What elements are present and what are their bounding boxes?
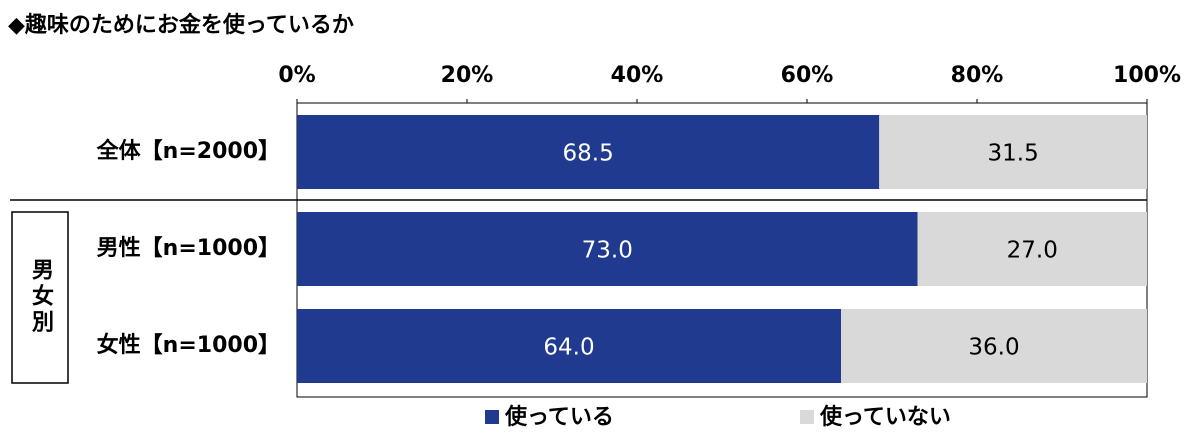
legend-label: 使っていない xyxy=(819,405,951,430)
value-label: 27.0 xyxy=(1007,238,1058,264)
legend-label: 使っている xyxy=(504,405,614,430)
bar-segment xyxy=(297,212,918,286)
value-label: 68.5 xyxy=(563,141,614,167)
bar-segment xyxy=(297,115,880,189)
legend-swatch xyxy=(800,410,814,424)
group-label: 男女別 xyxy=(28,258,54,336)
bar-segment xyxy=(879,115,1147,189)
legend-swatch xyxy=(485,410,499,424)
bar-segment xyxy=(297,309,841,383)
value-label: 73.0 xyxy=(582,238,633,264)
category-label: 男性【n=1000】 xyxy=(97,236,280,261)
bar-segment xyxy=(841,309,1147,383)
x-tick-label: 20% xyxy=(441,63,494,88)
chart-title: ◆趣味のためにお金を使っているか xyxy=(8,12,354,38)
x-tick-label: 80% xyxy=(951,63,1004,88)
value-label: 36.0 xyxy=(968,335,1019,361)
bar-segment xyxy=(917,212,1147,286)
value-label: 64.0 xyxy=(543,335,594,361)
x-tick-label: 60% xyxy=(781,63,834,88)
x-tick-label: 0% xyxy=(278,63,315,88)
x-tick-label: 100% xyxy=(1113,63,1181,88)
category-label: 全体【n=2000】 xyxy=(96,138,280,164)
x-tick-label: 40% xyxy=(611,63,664,88)
value-label: 31.5 xyxy=(988,141,1039,167)
category-label: 女性【n=1000】 xyxy=(97,332,280,358)
group-box xyxy=(11,211,69,384)
